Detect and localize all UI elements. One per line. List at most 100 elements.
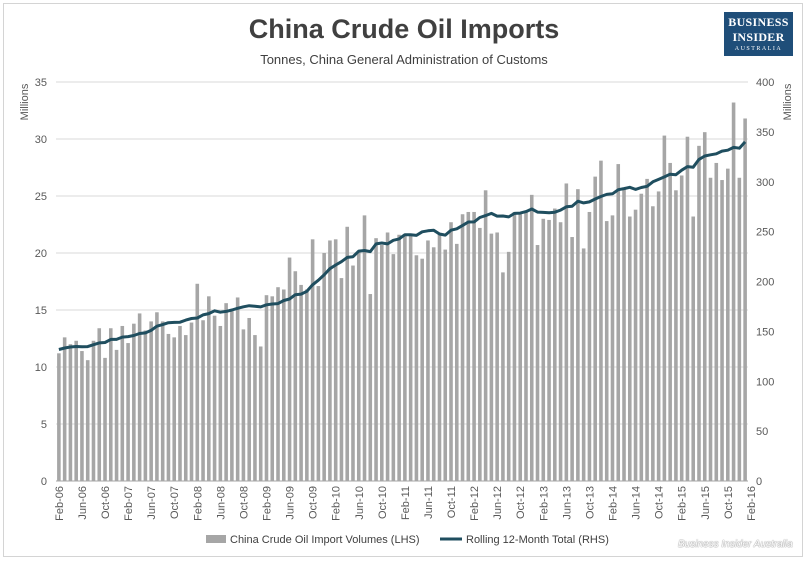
right-axis-label: Millions bbox=[782, 83, 794, 120]
bar bbox=[397, 234, 401, 481]
bar bbox=[656, 191, 661, 481]
bar bbox=[472, 211, 476, 481]
left-axis-ticks: 0 5 10 15 20 25 30 35 bbox=[35, 77, 47, 488]
bar bbox=[108, 328, 113, 481]
bar bbox=[564, 183, 569, 481]
x-tick-label: Jun-08 bbox=[215, 486, 227, 520]
x-tick-label: Oct-07 bbox=[169, 486, 181, 519]
bar bbox=[114, 349, 119, 481]
bar bbox=[483, 190, 488, 482]
right-tick-label: 0 bbox=[756, 476, 762, 488]
bar bbox=[691, 216, 696, 481]
bar bbox=[356, 250, 361, 481]
x-tick-label: Oct-06 bbox=[100, 486, 112, 519]
bar bbox=[281, 289, 286, 481]
bar bbox=[103, 357, 107, 481]
bar bbox=[207, 296, 211, 481]
bar bbox=[529, 194, 534, 482]
logo-line-3: AUSTRALIA bbox=[734, 46, 783, 52]
bar bbox=[97, 328, 102, 481]
bar bbox=[253, 335, 257, 481]
bar bbox=[547, 219, 551, 481]
bar bbox=[57, 353, 61, 481]
chart-subtitle: Tonnes, China General Administration of … bbox=[260, 52, 548, 67]
bar bbox=[431, 247, 436, 481]
bar bbox=[137, 313, 142, 481]
bar bbox=[558, 222, 563, 481]
logo-line-2: INSIDER bbox=[732, 30, 785, 44]
bar bbox=[662, 135, 667, 481]
left-tick-label: 15 bbox=[35, 305, 47, 317]
bar bbox=[212, 315, 217, 481]
bar bbox=[74, 340, 78, 481]
bar bbox=[264, 295, 269, 481]
bar bbox=[91, 340, 96, 481]
left-tick-label: 20 bbox=[35, 248, 47, 260]
bar bbox=[218, 325, 223, 481]
bar bbox=[426, 240, 430, 481]
bar bbox=[697, 145, 701, 481]
rolling-total-line bbox=[58, 140, 747, 351]
bar bbox=[501, 272, 505, 481]
bar bbox=[270, 296, 275, 481]
bar bbox=[610, 215, 615, 481]
bar bbox=[62, 337, 67, 481]
bar bbox=[604, 221, 609, 481]
x-tick-label: Oct-11 bbox=[446, 486, 458, 518]
x-tick-label: Feb-09 bbox=[262, 486, 274, 521]
right-tick-label: 50 bbox=[756, 426, 768, 438]
bar bbox=[576, 189, 580, 481]
x-tick-label: Jun-06 bbox=[77, 486, 89, 520]
bar bbox=[316, 286, 321, 481]
bar bbox=[235, 297, 240, 481]
bar bbox=[714, 162, 719, 481]
x-tick-label: Oct-08 bbox=[238, 486, 250, 519]
bar bbox=[339, 278, 344, 481]
bar bbox=[85, 360, 90, 481]
right-tick-label: 100 bbox=[756, 376, 774, 388]
bar bbox=[743, 118, 747, 481]
x-tick-label: Oct-12 bbox=[515, 486, 527, 519]
bar bbox=[293, 271, 298, 481]
x-tick-label: Oct-10 bbox=[377, 486, 389, 519]
bar bbox=[645, 178, 649, 481]
legend-line-label: Rolling 12-Month Total (RHS) bbox=[466, 534, 609, 546]
x-tick-label: Feb-16 bbox=[746, 486, 758, 521]
bar bbox=[460, 214, 465, 482]
bar bbox=[120, 325, 125, 481]
bar bbox=[454, 243, 459, 481]
right-tick-label: 150 bbox=[756, 326, 774, 338]
x-tick-label: Jun-09 bbox=[285, 486, 297, 520]
bar bbox=[627, 216, 632, 481]
business-insider-logo: BUSINESS INSIDER AUSTRALIA bbox=[724, 12, 793, 56]
x-tick-label: Oct-14 bbox=[654, 486, 666, 519]
bar bbox=[178, 325, 182, 481]
x-tick-label: Feb-14 bbox=[608, 486, 620, 521]
bar bbox=[466, 211, 471, 481]
bar bbox=[668, 162, 672, 481]
bar bbox=[276, 287, 280, 481]
bar bbox=[385, 232, 390, 481]
bar bbox=[155, 312, 159, 481]
bar bbox=[189, 322, 194, 481]
bar bbox=[599, 160, 603, 481]
x-tick-label: Oct-09 bbox=[308, 486, 320, 519]
bar bbox=[258, 346, 263, 481]
right-tick-label: 350 bbox=[756, 127, 774, 139]
bar bbox=[587, 211, 592, 481]
bar bbox=[345, 226, 350, 481]
right-axis-ticks: 0 50 100 150 200 250 300 350 400 bbox=[756, 77, 774, 488]
x-axis-ticks: Feb-06 Jun-06 Oct-06 Feb-07 Jun-07 Oct-07 Feb-… bbox=[54, 486, 758, 521]
x-tick-label: Jun-07 bbox=[146, 486, 158, 520]
bar bbox=[651, 206, 655, 481]
x-tick-label: Oct-13 bbox=[584, 486, 596, 519]
bar bbox=[126, 343, 130, 481]
legend: China Crude Oil Import Volumes (LHS) Rol… bbox=[206, 534, 609, 546]
bar bbox=[380, 245, 384, 481]
bar bbox=[622, 188, 626, 481]
bar bbox=[506, 251, 511, 481]
bar bbox=[633, 209, 638, 481]
bar bbox=[183, 335, 188, 481]
bar bbox=[720, 180, 724, 482]
bar bbox=[731, 102, 736, 482]
